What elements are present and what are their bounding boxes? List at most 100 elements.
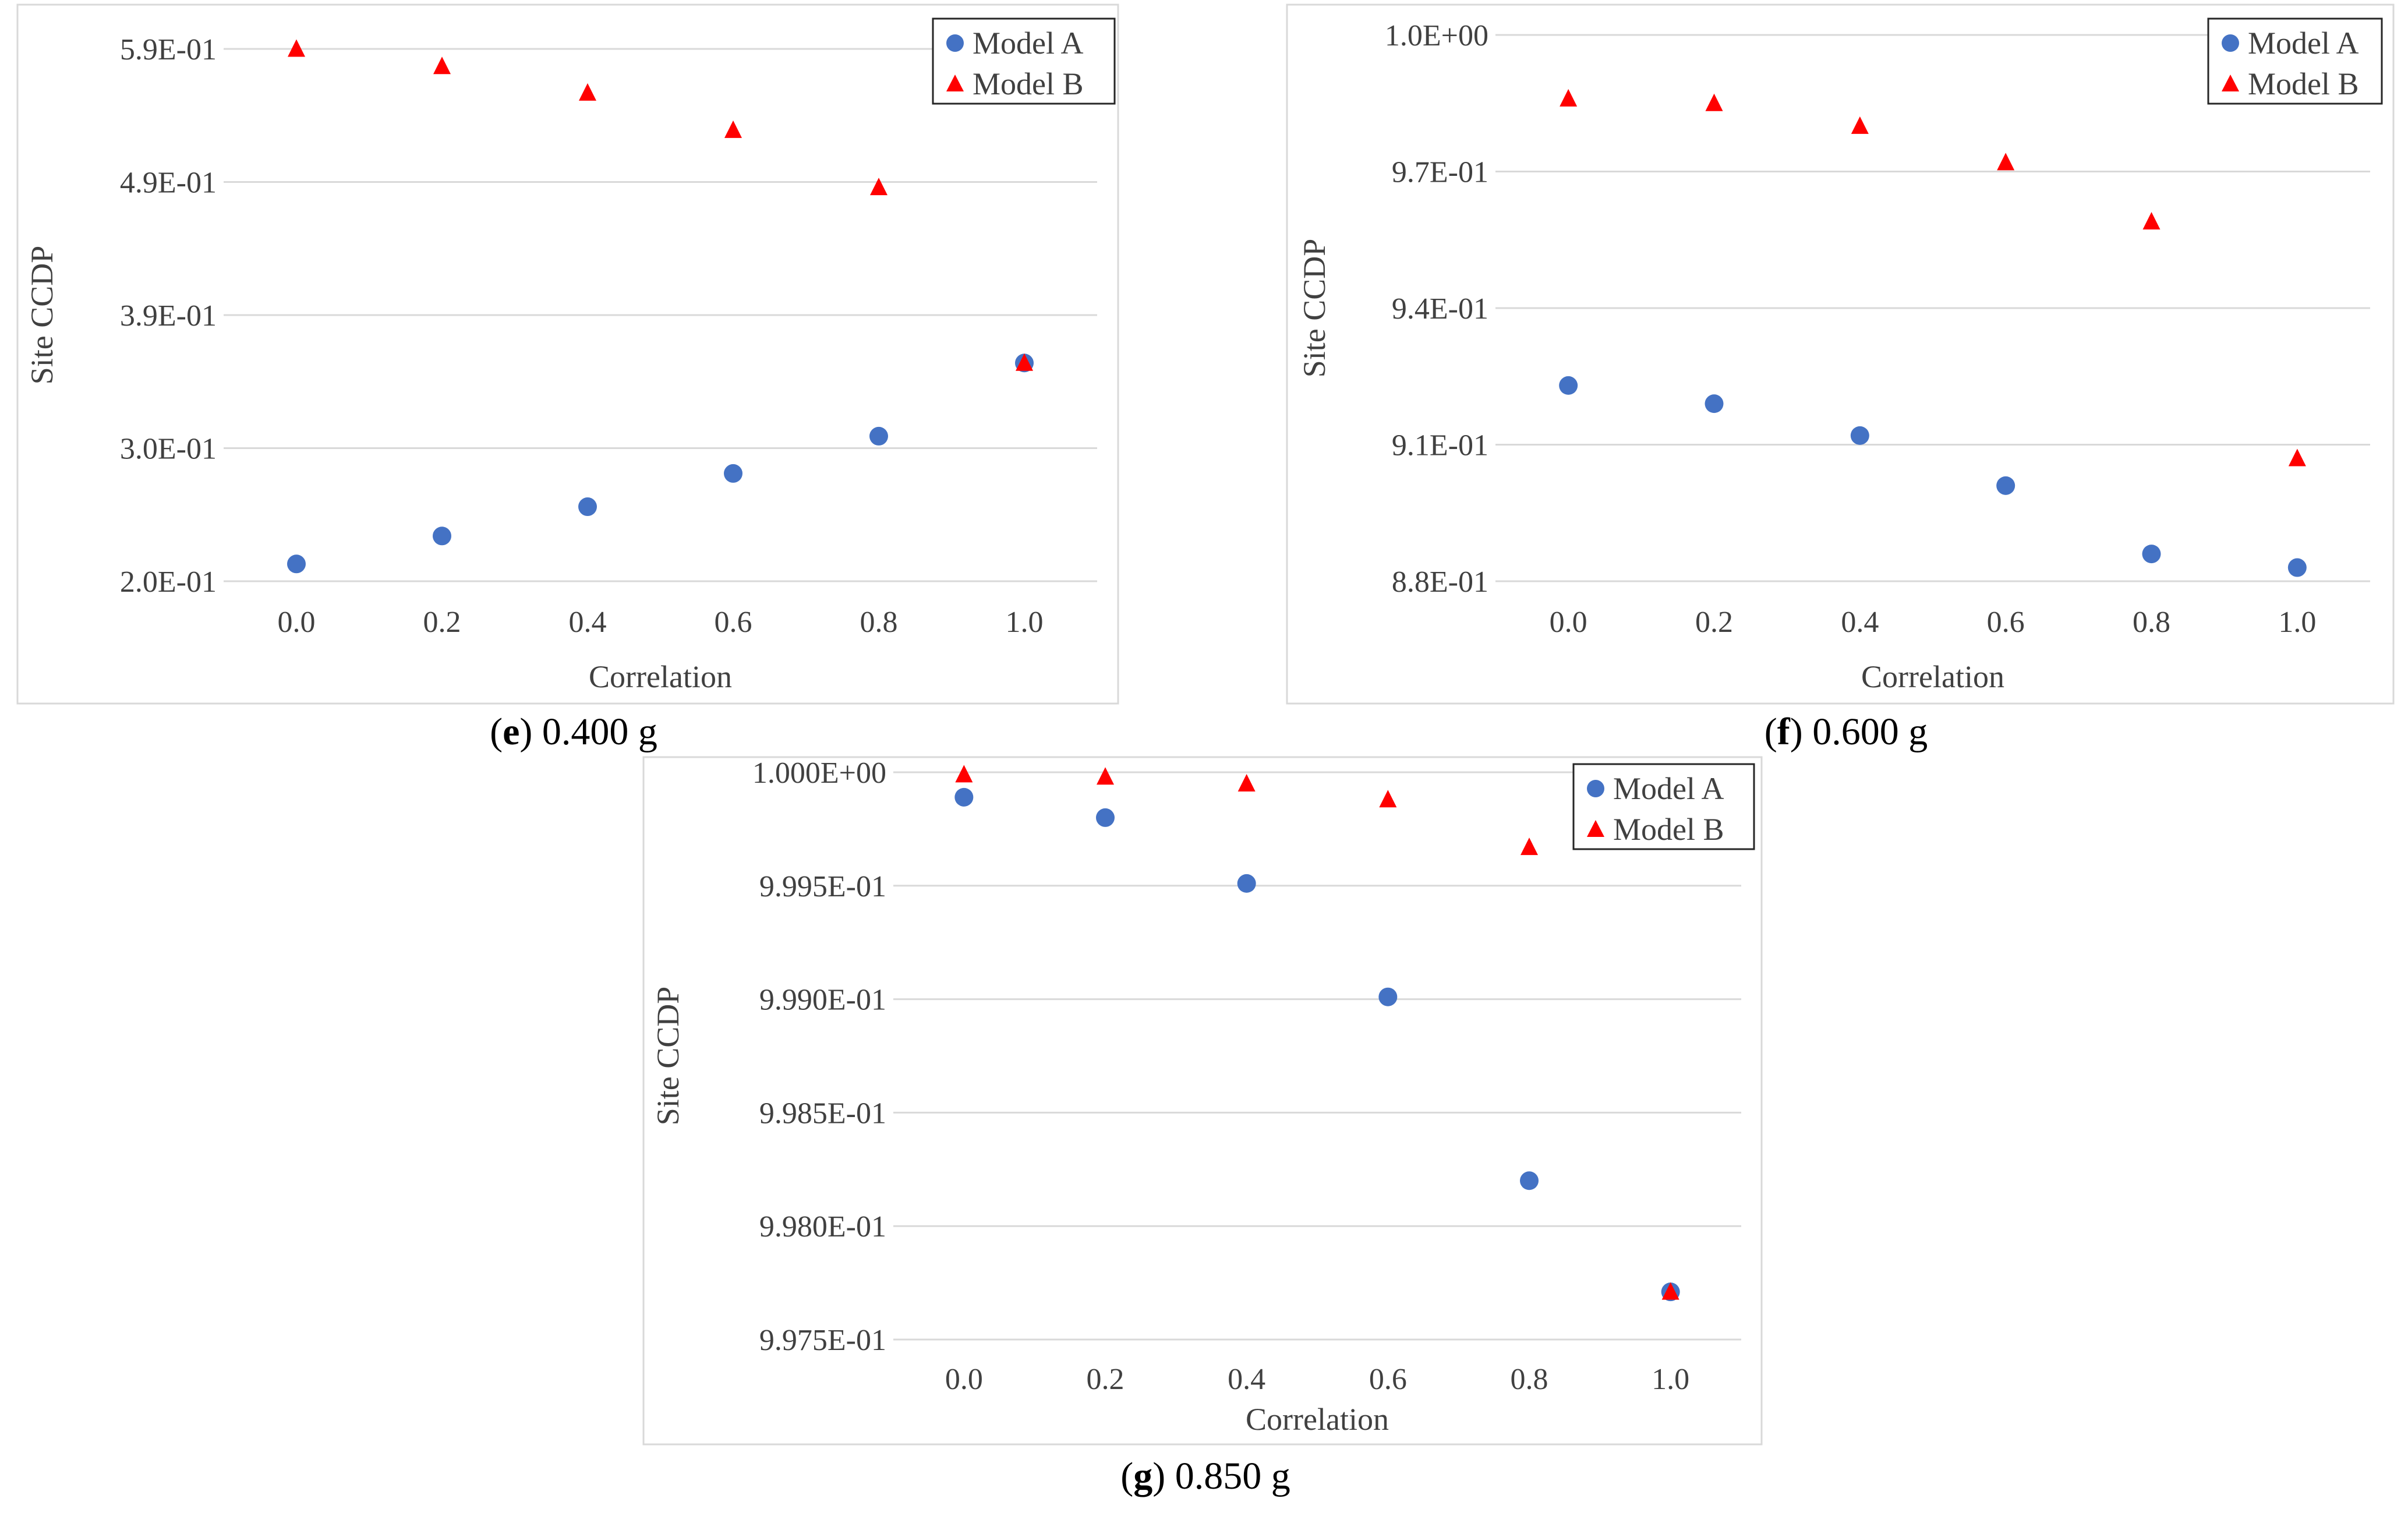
legend-marker-triangle-icon <box>946 75 964 91</box>
legend-frame <box>932 17 1116 105</box>
y-tick-label: 9.980E-01 <box>759 1210 886 1243</box>
y-tick-label: 9.985E-01 <box>759 1097 886 1130</box>
chart-frame <box>16 3 1119 705</box>
y-tick-label: 9.995E-01 <box>759 870 886 903</box>
y-axis-title: Site CCDP <box>24 246 59 385</box>
x-axis-title: Correlation <box>1861 659 2004 694</box>
legend: Model A Model B <box>932 17 1116 105</box>
data-point-model-a <box>2142 545 2161 564</box>
legend-label: Model A <box>2248 26 2359 61</box>
x-tick-label: 0.4 <box>1228 1363 1265 1396</box>
data-point-model-b <box>1661 1282 1679 1300</box>
data-point-model-b <box>724 120 742 138</box>
legend: Model A Model B <box>1572 763 1755 850</box>
y-tick-label: 1.000E+00 <box>752 757 886 790</box>
data-point-model-a <box>869 426 888 446</box>
x-tick-label: 0.4 <box>1841 606 1879 639</box>
data-point-model-a <box>724 464 742 483</box>
data-point-model-b <box>1851 116 1869 134</box>
y-axis-title: Site CCDP <box>1297 239 1332 378</box>
data-point-model-b <box>579 83 596 101</box>
data-point-model-b <box>433 56 451 75</box>
data-point-model-a <box>1237 874 1256 893</box>
x-tick-label: 0.8 <box>860 606 898 639</box>
y-tick-label: 4.9E-01 <box>120 167 217 200</box>
y-tick-label: 9.990E-01 <box>759 984 886 1017</box>
x-tick-label: 1.0 <box>1652 1363 1689 1396</box>
x-tick-label: 0.6 <box>715 606 752 639</box>
data-point-model-b <box>1521 837 1538 856</box>
x-tick-label: 0.0 <box>278 606 316 639</box>
caption-rest: ) 0.400 g <box>519 711 657 753</box>
x-tick-label: 0.2 <box>1087 1363 1125 1396</box>
x-tick-label: 0.0 <box>1550 606 1587 639</box>
x-tick-label: 1.0 <box>2278 606 2316 639</box>
data-point-model-a <box>578 497 597 517</box>
data-point-model-a <box>954 787 974 807</box>
caption-rest: ) 0.850 g <box>1152 1455 1290 1497</box>
data-point-model-a <box>1559 376 1578 395</box>
y-tick-label: 9.4E-01 <box>1392 292 1488 326</box>
data-point-model-a <box>2287 558 2307 577</box>
x-tick-label: 0.2 <box>423 606 461 639</box>
x-tick-label: 0.6 <box>1369 1363 1407 1396</box>
data-point-model-b <box>1997 153 2015 171</box>
data-point-model-b <box>870 178 887 196</box>
legend-label: Model B <box>973 66 1084 101</box>
data-point-model-a <box>1378 987 1398 1006</box>
caption-open: ( <box>1765 711 1777 753</box>
data-point-model-a <box>1996 476 2015 495</box>
legend-label: Model B <box>2248 66 2359 101</box>
data-point-model-b <box>1097 767 1114 785</box>
chart-panel-g: 9.975E-01 9.980E-01 9.985E-01 9.990E-01 9.99… <box>642 756 1763 1446</box>
x-tick-label: 0.6 <box>1987 606 2025 639</box>
y-tick-label: 9.1E-01 <box>1392 429 1488 462</box>
data-point-model-a <box>287 554 306 574</box>
caption-open: ( <box>490 711 503 753</box>
legend-marker-circle-icon <box>1587 780 1604 797</box>
legend-marker-triangle-icon <box>2222 75 2239 91</box>
legend-label: Model A <box>973 26 1084 61</box>
y-axis-title: Site CCDP <box>650 987 685 1126</box>
y-tick-label: 3.0E-01 <box>120 433 217 466</box>
y-tick-label: 5.9E-01 <box>120 33 217 66</box>
legend-marker-circle-icon <box>2222 34 2239 52</box>
caption-rest: ) 0.600 g <box>1790 711 1928 753</box>
chart-frame <box>1286 3 2395 705</box>
legend-marker-triangle-icon <box>1587 820 1604 837</box>
data-point-model-b <box>1560 89 1578 107</box>
data-point-model-a <box>1520 1171 1539 1190</box>
y-tick-label: 8.8E-01 <box>1392 566 1488 599</box>
chart-frame <box>642 756 1763 1446</box>
data-point-model-a <box>1096 808 1115 827</box>
caption-letter: e <box>503 711 519 753</box>
x-axis-title: Correlation <box>1246 1402 1389 1437</box>
data-point-model-b <box>2288 448 2306 467</box>
chart-panel-e: 2.0E-01 3.0E-01 3.9E-01 4.9E-01 5.9E-01 0.0 0.… <box>16 3 1119 705</box>
panel-caption-f: (f) 0.600 g <box>1765 711 1928 753</box>
panel-caption-e: (e) 0.400 g <box>490 711 657 753</box>
legend-label: Model B <box>1613 812 1724 847</box>
x-tick-label: 0.4 <box>569 606 607 639</box>
data-point-model-a <box>1850 426 1869 445</box>
data-point-model-b <box>2142 211 2161 229</box>
y-tick-label: 3.9E-01 <box>120 299 217 333</box>
data-point-model-b <box>1237 773 1256 791</box>
data-point-model-b <box>1379 790 1397 808</box>
caption-letter: g <box>1133 1455 1152 1497</box>
x-tick-label: 0.0 <box>945 1363 983 1396</box>
x-tick-label: 0.2 <box>1695 606 1733 639</box>
x-axis-title: Correlation <box>589 659 732 694</box>
caption-open: ( <box>1120 1455 1133 1497</box>
legend-marker-circle-icon <box>946 34 964 52</box>
x-tick-label: 0.8 <box>2133 606 2170 639</box>
data-point-model-b <box>1705 93 1723 111</box>
x-tick-label: 0.8 <box>1511 1363 1548 1396</box>
panel-caption-g: (g) 0.850 g <box>1120 1455 1290 1497</box>
y-tick-label: 2.0E-01 <box>120 566 217 599</box>
y-tick-label: 9.7E-01 <box>1392 156 1488 189</box>
data-point-model-a <box>433 526 451 546</box>
x-tick-label: 1.0 <box>1006 606 1044 639</box>
legend-label: Model A <box>1613 771 1724 806</box>
